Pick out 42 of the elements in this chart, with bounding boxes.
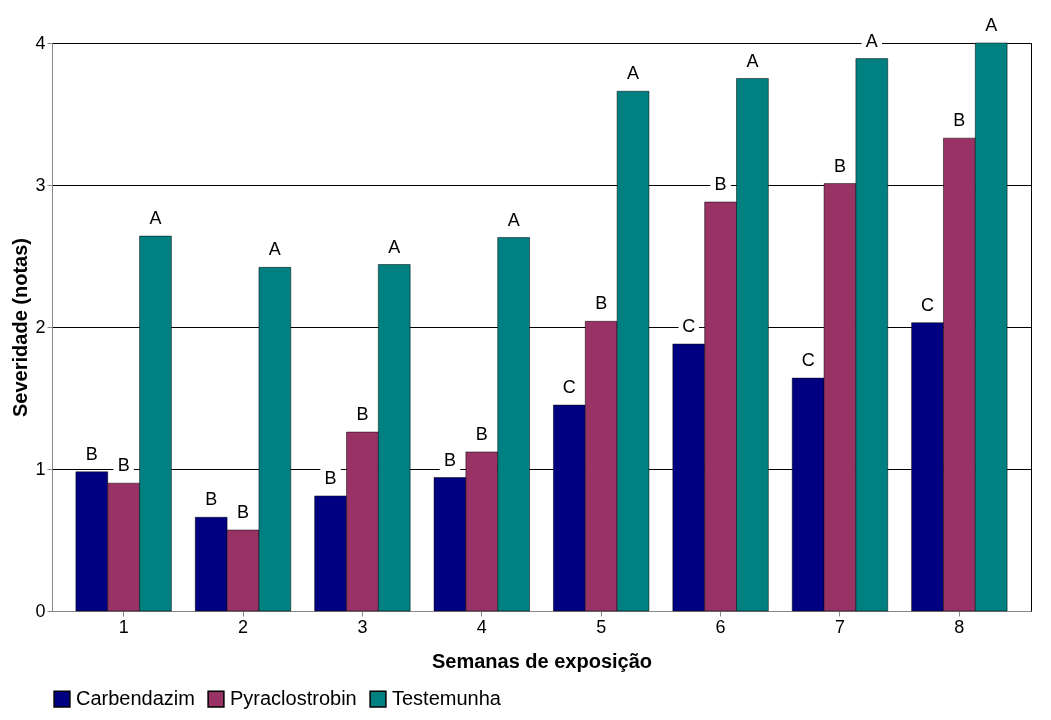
x-tick-label: 3 — [357, 616, 368, 637]
data-label: B — [833, 155, 846, 176]
data-label: B — [237, 502, 250, 523]
y-tick-label: 4 — [35, 32, 46, 53]
x-tick-label: 7 — [834, 616, 845, 637]
data-label: C — [562, 377, 576, 398]
data-label: C — [921, 294, 935, 315]
data-label: A — [507, 209, 520, 230]
data-label: B — [324, 467, 337, 488]
x-tick-label: 1 — [118, 616, 129, 637]
x-axis-title: Semanas de exposição — [431, 649, 653, 672]
y-axis-title: Severidade (notas) — [9, 238, 32, 417]
data-label: B — [595, 293, 608, 314]
data-label: B — [117, 455, 130, 476]
data-label: A — [865, 30, 878, 51]
x-tick-label: 6 — [715, 616, 726, 637]
x-tick-label: 8 — [954, 616, 965, 637]
data-label: A — [149, 208, 162, 229]
data-label: B — [443, 449, 456, 470]
data-label: B — [356, 404, 369, 425]
x-tick-label: 5 — [596, 616, 607, 637]
data-label: B — [953, 110, 966, 131]
y-tick-label: 3 — [35, 174, 46, 195]
data-label: A — [388, 236, 401, 257]
data-label: A — [268, 239, 281, 260]
data-label: C — [682, 316, 696, 337]
y-tick-label: 0 — [35, 600, 46, 621]
data-label: A — [627, 63, 640, 84]
data-label: B — [475, 423, 488, 444]
data-label: C — [801, 350, 815, 371]
y-tick-label: 1 — [35, 458, 46, 479]
data-label: B — [714, 174, 727, 195]
data-label: B — [85, 443, 98, 464]
x-tick-label: 4 — [476, 616, 487, 637]
legend-label: Pyraclostrobin — [230, 687, 357, 710]
data-label: B — [205, 489, 218, 510]
x-tick-label: 2 — [238, 616, 249, 637]
legend-label: Carbendazim — [76, 687, 195, 710]
data-label: A — [985, 15, 998, 35]
data-label: A — [746, 50, 759, 71]
legend-label: Testemunha — [392, 687, 502, 710]
y-tick-label: 2 — [35, 316, 46, 337]
